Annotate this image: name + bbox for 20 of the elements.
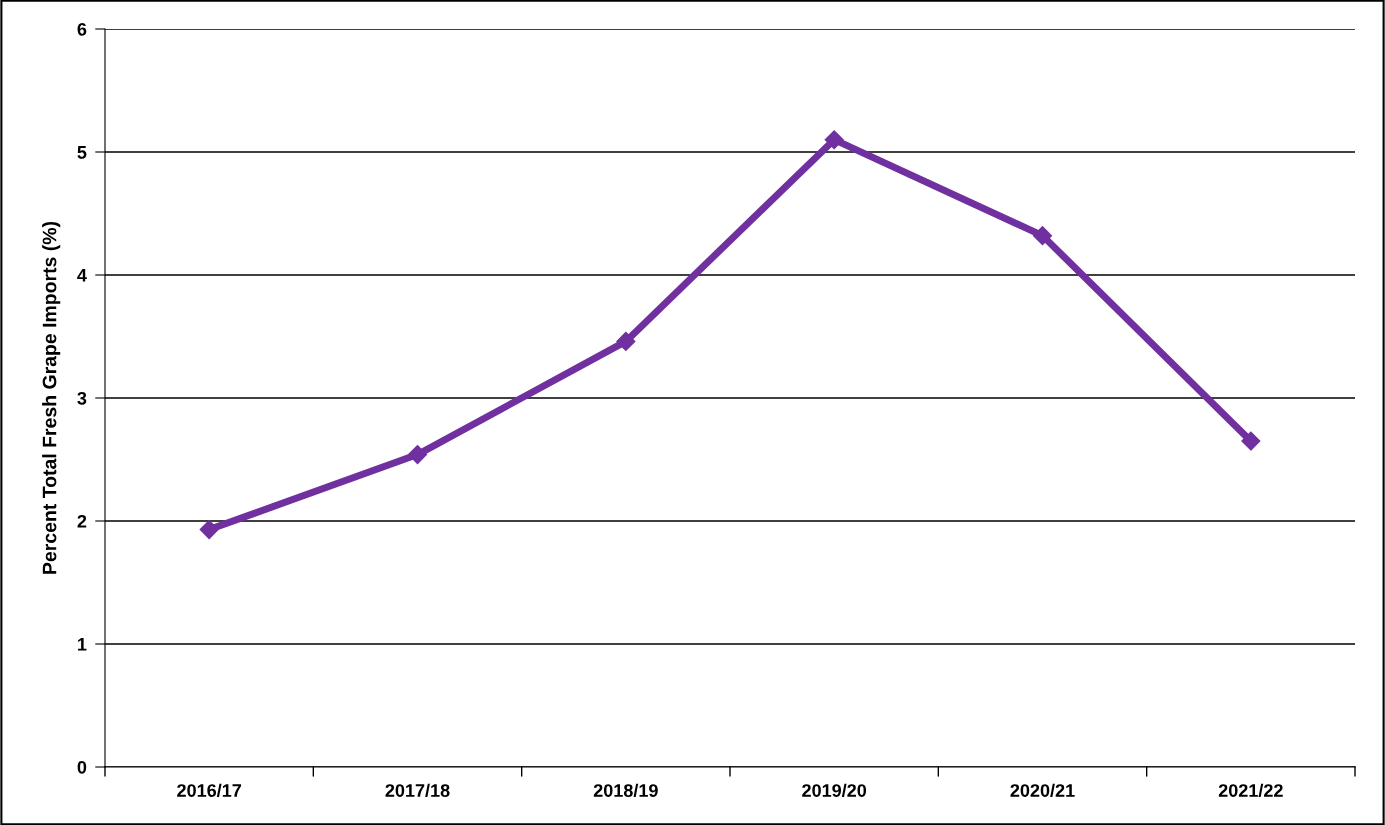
- y-tick-label: 6: [77, 22, 87, 36]
- point: [199, 520, 219, 540]
- point: [407, 445, 428, 465]
- y-tick-label: 0: [77, 760, 87, 774]
- x-tick-label: 2021/22: [1218, 783, 1283, 798]
- y-tick-label: 3: [77, 391, 87, 405]
- point: [616, 331, 636, 351]
- point: [824, 130, 844, 150]
- y-tick-label: 4: [77, 269, 87, 282]
- point: [1241, 431, 1261, 451]
- x-tick-label: 2020/21: [1010, 783, 1075, 798]
- point: [1032, 226, 1053, 246]
- x-tick-label: 2017/18: [385, 783, 450, 798]
- y-tick-label: 5: [77, 146, 87, 159]
- x-tick-label: 2018/19: [593, 783, 658, 798]
- y-axis-title: Percent Total Fresh Grape Imports (%): [42, 221, 61, 574]
- y-tick-label: 2: [77, 514, 87, 528]
- x-tick-label: 2019/20: [802, 783, 867, 798]
- y-tick-label: 1: [78, 638, 87, 651]
- x-tick-label: 2016/17: [177, 783, 242, 798]
